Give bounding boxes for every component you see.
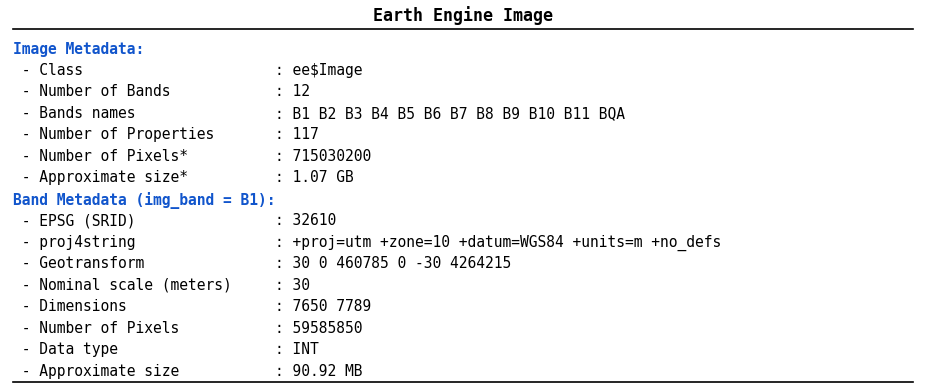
Text: : INT: : INT xyxy=(275,342,319,357)
Text: : 715030200: : 715030200 xyxy=(275,149,371,164)
Text: - Nominal scale (meters): - Nominal scale (meters) xyxy=(13,278,232,293)
Text: - Number of Bands: - Number of Bands xyxy=(13,85,170,99)
Text: - proj4string: - proj4string xyxy=(13,235,136,250)
Text: - Data type: - Data type xyxy=(13,342,119,357)
Text: - Number of Pixels*: - Number of Pixels* xyxy=(13,149,188,164)
Text: Earth Engine Image: Earth Engine Image xyxy=(373,6,553,25)
Text: : +proj=utm +zone=10 +datum=WGS84 +units=m +no_defs: : +proj=utm +zone=10 +datum=WGS84 +units… xyxy=(275,235,721,251)
Text: : B1 B2 B3 B4 B5 B6 B7 B8 B9 B10 B11 BQA: : B1 B2 B3 B4 B5 B6 B7 B8 B9 B10 B11 BQA xyxy=(275,106,625,121)
Text: - Approximate size*: - Approximate size* xyxy=(13,170,188,185)
Text: : 90.92 MB: : 90.92 MB xyxy=(275,363,362,379)
Text: : 59585850: : 59585850 xyxy=(275,321,362,336)
Text: Band Metadata (img_band = B1):: Band Metadata (img_band = B1): xyxy=(13,192,276,209)
Text: : 117: : 117 xyxy=(275,128,319,142)
Text: - Geotransform: - Geotransform xyxy=(13,256,144,271)
Text: : ee$Image: : ee$Image xyxy=(275,63,362,78)
Text: : 1.07 GB: : 1.07 GB xyxy=(275,170,354,185)
Text: : 12: : 12 xyxy=(275,85,310,99)
Text: : 32610: : 32610 xyxy=(275,213,336,228)
Text: - Number of Properties: - Number of Properties xyxy=(13,128,215,142)
Text: - EPSG (SRID): - EPSG (SRID) xyxy=(13,213,136,228)
Text: - Number of Pixels: - Number of Pixels xyxy=(13,321,180,336)
Text: - Bands names: - Bands names xyxy=(13,106,136,121)
Text: Image Metadata:: Image Metadata: xyxy=(13,42,144,57)
Text: - Approximate size: - Approximate size xyxy=(13,363,180,379)
Text: - Class: - Class xyxy=(13,63,83,78)
Text: : 30: : 30 xyxy=(275,278,310,293)
Text: - Dimensions: - Dimensions xyxy=(13,299,127,314)
Text: : 7650 7789: : 7650 7789 xyxy=(275,299,371,314)
Text: : 30 0 460785 0 -30 4264215: : 30 0 460785 0 -30 4264215 xyxy=(275,256,511,271)
